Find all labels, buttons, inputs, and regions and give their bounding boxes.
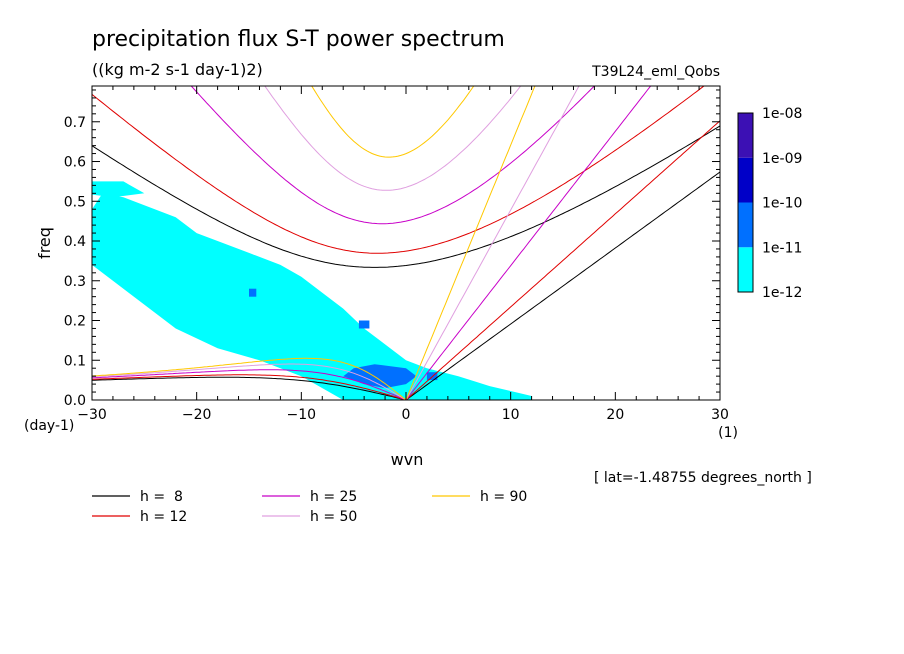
y-axis-label: freq xyxy=(35,227,54,259)
colorbar-swatch xyxy=(738,202,753,248)
dispersion-curve xyxy=(92,357,407,400)
colorbar-label: 1e-10 xyxy=(762,196,802,212)
dispersion-curve xyxy=(92,374,407,400)
colorbar: 1e-12 1e-11 1e-10 1e-09 1e-08 xyxy=(737,106,802,301)
dispersion-curve xyxy=(92,125,720,268)
dispersion-curve xyxy=(311,86,475,158)
colorbar-label: 1e-08 xyxy=(762,106,802,122)
x-axis-ticks: −30 −20 −10 0 10 20 30 xyxy=(77,86,729,423)
y-tick-label: 0.2 xyxy=(64,314,86,330)
y-unit-label: (day-1) xyxy=(24,418,74,434)
latitude-annotation: [ lat=-1.48755 degrees_north ] xyxy=(594,470,812,486)
chart-title: precipitation flux S-T power spectrum xyxy=(92,27,505,52)
dispersion-curve xyxy=(92,376,407,400)
y-tick-label: 0.6 xyxy=(64,155,86,171)
dispersion-curve xyxy=(264,86,522,191)
experiment-label: T39L24_eml_Qobs xyxy=(591,64,720,80)
x-tick-label: −20 xyxy=(182,407,212,423)
dispersion-curve xyxy=(405,171,720,400)
y-tick-label: 0.4 xyxy=(64,234,86,250)
legend-label: h = 25 xyxy=(310,489,357,505)
colorbar-label: 1e-12 xyxy=(762,285,802,301)
legend-label: h = 8 xyxy=(140,489,183,505)
colorbar-swatch xyxy=(738,247,753,292)
dispersion-curve xyxy=(92,86,705,254)
power-region xyxy=(358,320,370,329)
power-region xyxy=(249,288,257,297)
y-tick-label: 0.0 xyxy=(64,393,86,409)
y-axis-ticks: 0.0 0.1 0.2 0.3 0.4 0.5 0.6 0.7 xyxy=(64,89,720,409)
x-tick-label: 20 xyxy=(606,407,624,423)
chart-subtitle: ((kg m-2 s-1 day-1)2) xyxy=(92,60,263,79)
dispersion-curve xyxy=(405,86,580,400)
legend-label: h = 50 xyxy=(310,509,357,525)
dispersion-curve xyxy=(405,86,652,400)
power-region xyxy=(92,181,145,198)
y-tick-label: 0.3 xyxy=(64,274,86,290)
y-tick-label: 0.1 xyxy=(64,353,86,369)
dispersion-curve xyxy=(92,369,407,400)
dispersion-curve xyxy=(405,120,720,400)
colorbar-swatch xyxy=(738,157,753,203)
colorbar-frame xyxy=(737,112,754,293)
dispersion-curve xyxy=(405,86,536,400)
x-unit-label: (1) xyxy=(718,425,738,441)
y-tick-label: 0.5 xyxy=(64,194,86,210)
dispersion-curve xyxy=(92,363,407,400)
power-region xyxy=(123,217,166,230)
x-axis-label: wvn xyxy=(391,450,424,469)
legend-label: h = 90 xyxy=(480,489,527,505)
x-tick-label: −10 xyxy=(287,407,317,423)
x-tick-label: −30 xyxy=(77,407,107,423)
x-tick-label: 10 xyxy=(502,407,520,423)
legend: h = 8 h = 25 h = 90 h = 12 h = 50 xyxy=(92,489,527,525)
x-tick-label: 0 xyxy=(402,407,411,423)
x-tick-label: 30 xyxy=(711,407,729,423)
colorbar-label: 1e-11 xyxy=(762,240,802,256)
y-tick-label: 0.7 xyxy=(64,115,86,131)
colorbar-swatch xyxy=(738,113,753,158)
colorbar-label: 1e-09 xyxy=(762,151,802,167)
power-region xyxy=(92,193,532,400)
legend-label: h = 12 xyxy=(140,509,187,525)
